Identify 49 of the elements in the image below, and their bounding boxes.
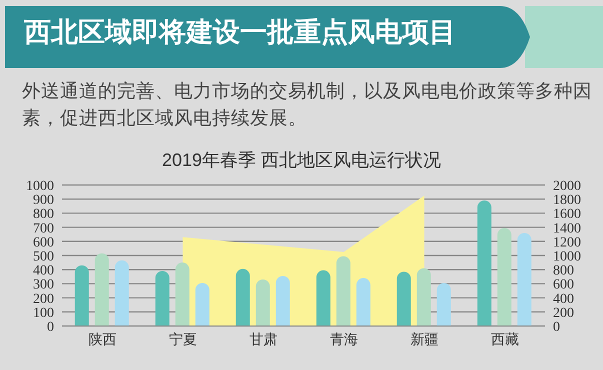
bar	[316, 270, 330, 326]
y-tick-label: 800	[33, 207, 54, 222]
x-tick-label: 新疆	[410, 330, 438, 347]
bar	[256, 279, 270, 326]
bar	[497, 228, 512, 326]
x-tick-label: 陕西	[88, 330, 116, 347]
bar	[74, 265, 89, 326]
y2-tick-label: 800	[553, 264, 574, 279]
y-tick-label: 200	[33, 292, 54, 307]
x-tick-label: 西藏	[490, 330, 519, 347]
bar	[236, 268, 250, 326]
y2-tick-label: 600	[553, 278, 574, 293]
bar	[416, 268, 431, 326]
x-tick-label: 甘肃	[249, 330, 278, 347]
y2-tick-label: 1000	[553, 249, 581, 264]
bar	[276, 276, 290, 326]
chart-title: 西北区域即将建设一批重点风电项目	[24, 16, 456, 50]
y2-tick-label: 1800	[553, 193, 581, 208]
y-tick-label: 300	[33, 278, 54, 293]
x-tick-label: 青海	[330, 330, 358, 347]
x-tick-label: 宁夏	[168, 330, 197, 347]
bar	[175, 262, 190, 326]
y2-tick-label: 0	[553, 320, 560, 335]
bar	[94, 253, 109, 326]
y-tick-label: 100	[33, 306, 54, 321]
bar	[477, 200, 492, 326]
y-tick-label: 0	[47, 320, 54, 335]
bar	[336, 256, 350, 326]
text: 2019年春季 西北地区风电运行状况	[160, 149, 442, 172]
bar	[114, 260, 129, 326]
y-tick-label: 700	[33, 221, 54, 236]
y2-tick-label: 400	[553, 292, 574, 307]
bar	[396, 272, 411, 326]
bar	[155, 271, 170, 326]
bar	[356, 278, 370, 326]
y2-tick-label: 2000	[553, 178, 581, 194]
bar	[436, 282, 451, 326]
bar	[517, 232, 532, 326]
y-tick-label: 400	[33, 264, 54, 279]
y-tick-label: 900	[33, 193, 54, 208]
bar	[195, 282, 210, 326]
chart-subtitle: 外送通道的完善、电力市场的交易机制，以及风电电价政策等多种因素，促进西北区域风电持续发展。	[22, 79, 592, 130]
y2-tick-label: 1400	[553, 221, 581, 236]
y2-tick-label: 200	[553, 306, 574, 321]
y2-tick-label: 1200	[553, 235, 581, 250]
y-tick-label: 500	[33, 249, 54, 264]
y-tick-label: 600	[33, 235, 54, 250]
y2-tick-label: 1600	[553, 207, 581, 222]
y-tick-label: 1000	[26, 178, 54, 194]
